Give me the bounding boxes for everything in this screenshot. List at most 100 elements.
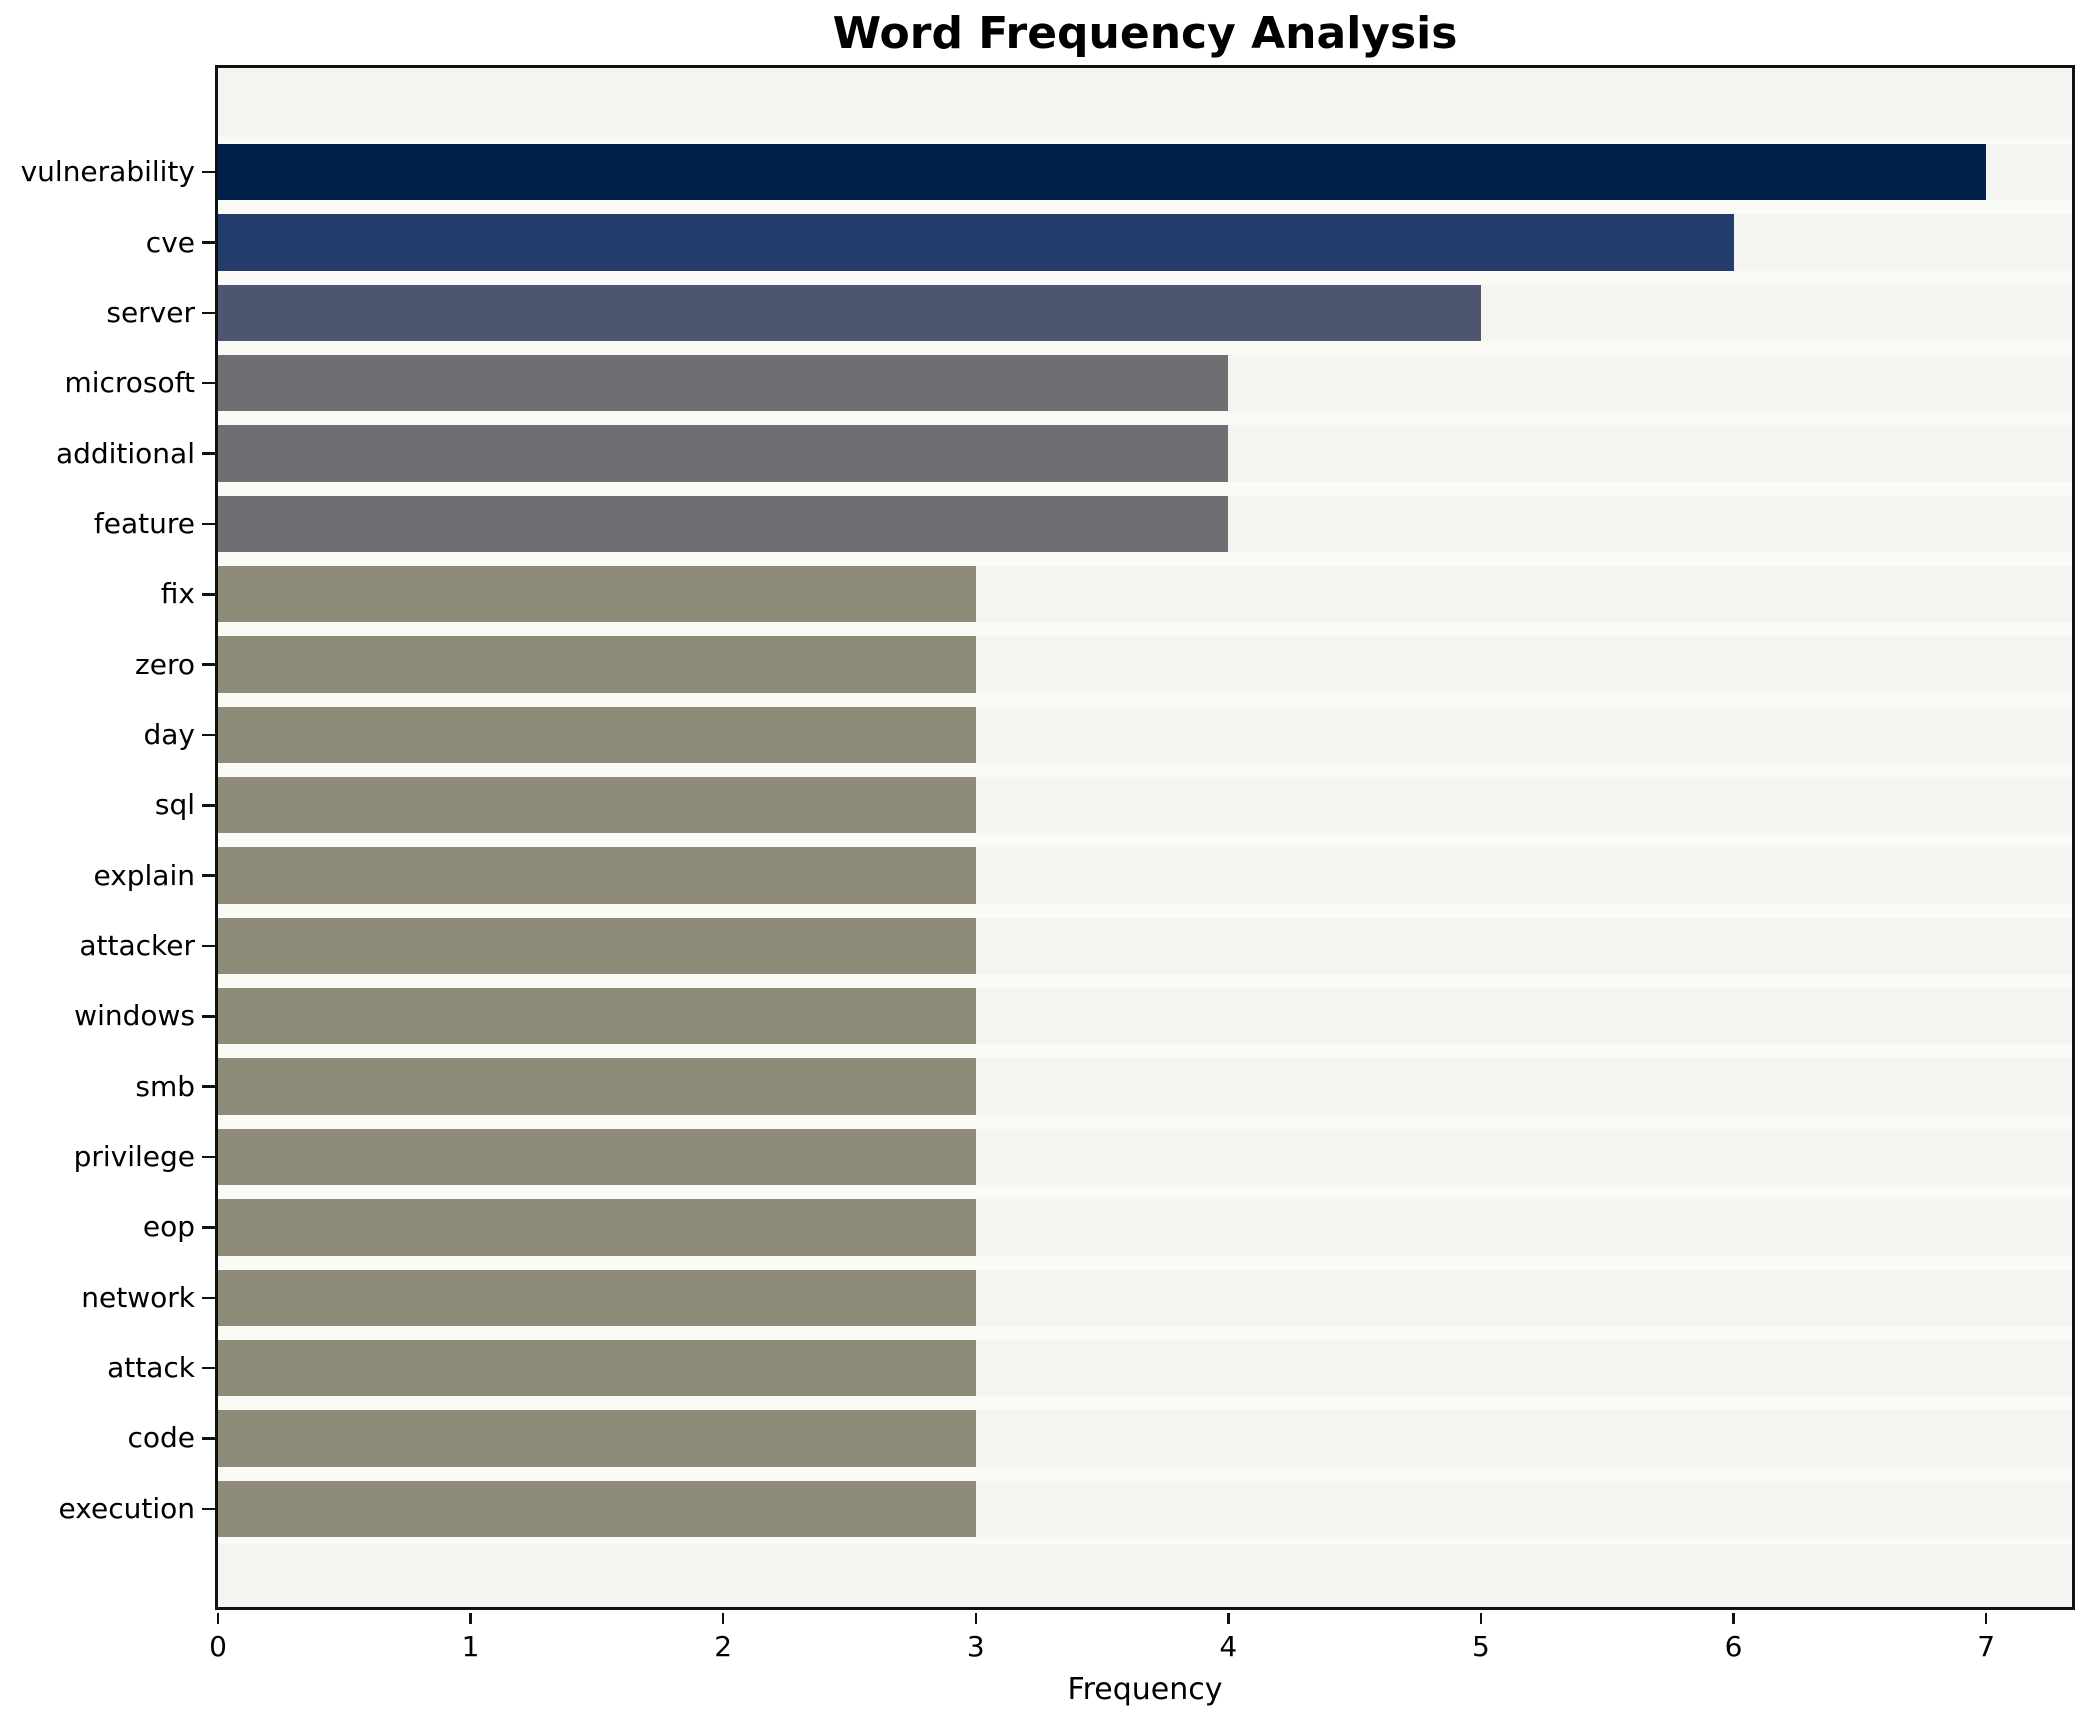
y-tick-label-sql: sql (154, 788, 195, 822)
y-tick-label-explain: explain (93, 858, 195, 892)
bar-explain (218, 847, 976, 904)
y-tick-mark (202, 1507, 215, 1511)
y-tick-label-attack: attack (107, 1351, 195, 1385)
y-tick-mark (202, 663, 215, 666)
y-tick-label-network: network (81, 1280, 195, 1314)
bar-feature (218, 495, 1229, 553)
bar-additional (218, 425, 1229, 482)
x-tick-mark (1984, 1613, 1988, 1624)
y-tick-label-zero: zero (135, 647, 195, 681)
x-tick-label-6: 6 (1724, 1630, 1743, 1663)
bar-row (218, 1403, 2072, 1474)
bars-container (218, 137, 2072, 1544)
bar-row (218, 137, 2072, 208)
bar-row (218, 1262, 2072, 1333)
y-tick-mark (202, 452, 215, 455)
y-tick-mark (202, 804, 215, 807)
y-tick-label-attacker: attacker (79, 929, 195, 963)
bar-code (218, 1410, 976, 1467)
y-tick-label-feature: feature (93, 506, 195, 540)
y-tick-mark (202, 241, 215, 244)
bar-row (218, 559, 2072, 630)
y-tick-mark (202, 593, 215, 596)
bar-privilege (218, 1128, 976, 1186)
x-tick-mark (1732, 1613, 1735, 1624)
x-tick-mark (721, 1613, 725, 1624)
y-tick-mark (202, 1366, 215, 1370)
x-tick-label-0: 0 (209, 1630, 227, 1663)
y-tick-label-eop: eop (142, 1210, 195, 1244)
bar-row (218, 699, 2072, 771)
y-tick-mark (202, 1226, 215, 1229)
bar-cve (218, 214, 1734, 271)
bar-row (218, 1332, 2072, 1404)
bar-attacker (218, 917, 976, 975)
x-tick-mark (1227, 1613, 1230, 1624)
y-tick-mark (202, 1155, 215, 1159)
x-tick-mark (974, 1613, 978, 1624)
bar-smb (218, 1058, 976, 1115)
x-tick-label-5: 5 (1472, 1630, 1490, 1663)
bar-row (218, 418, 2072, 489)
y-tick-mark (202, 1437, 215, 1440)
bar-server (218, 284, 1481, 342)
y-tick-mark (202, 733, 215, 737)
bar-row (218, 1051, 2072, 1122)
bar-row (218, 277, 2072, 349)
chart-title: Word Frequency Analysis (832, 8, 1458, 59)
y-tick-label-code: code (127, 1421, 195, 1455)
bar-row (218, 629, 2072, 700)
x-tick-label-7: 7 (1977, 1630, 1996, 1663)
y-tick-mark (202, 1296, 215, 1300)
bar-attack (218, 1339, 976, 1397)
x-tick-label-4: 4 (1219, 1630, 1238, 1663)
y-tick-mark (202, 1085, 215, 1088)
y-tick-label-server: server (106, 295, 195, 329)
x-tick-label-3: 3 (966, 1630, 985, 1663)
bar-microsoft (218, 355, 1229, 412)
bar-network (218, 1269, 976, 1326)
bar-zero (218, 636, 976, 693)
y-tick-label-microsoft: microsoft (64, 366, 195, 400)
x-tick-mark (216, 1613, 220, 1624)
bar-eop (218, 1199, 976, 1256)
y-tick-mark (202, 522, 215, 526)
x-tick-mark (1479, 1613, 1483, 1624)
x-axis-label: Frequency (1067, 1672, 1223, 1707)
bar-row (218, 207, 2072, 278)
x-tick-label-1: 1 (461, 1630, 480, 1663)
bar-row (218, 348, 2072, 419)
y-tick-label-execution: execution (58, 1491, 195, 1525)
y-tick-mark (202, 170, 215, 174)
y-tick-mark (202, 311, 215, 315)
y-tick-mark (202, 1015, 215, 1018)
bar-row (218, 1192, 2072, 1263)
x-tick-label-2: 2 (714, 1630, 733, 1663)
bar-row (218, 1473, 2072, 1544)
y-tick-label-windows: windows (74, 999, 195, 1033)
bar-sql (218, 777, 976, 834)
bar-row (218, 770, 2072, 841)
bar-vulnerability (218, 144, 1987, 201)
bar-row (218, 910, 2072, 982)
x-tick-mark (469, 1613, 472, 1624)
bar-row (218, 840, 2072, 911)
y-tick-mark (202, 944, 215, 948)
bar-row (218, 1121, 2072, 1193)
y-tick-label-vulnerability: vulnerability (20, 155, 195, 189)
y-tick-label-smb: smb (135, 1069, 195, 1103)
bar-row (218, 488, 2072, 560)
bar-row (218, 981, 2072, 1052)
plot-area (215, 65, 2075, 1610)
bar-windows (218, 988, 976, 1045)
bar-fix (218, 566, 976, 623)
y-tick-label-privilege: privilege (73, 1140, 195, 1174)
y-tick-label-fix: fix (160, 577, 195, 611)
y-tick-label-cve: cve (145, 225, 195, 259)
y-tick-mark (202, 874, 215, 877)
bar-execution (218, 1480, 976, 1537)
bar-day (218, 706, 976, 764)
